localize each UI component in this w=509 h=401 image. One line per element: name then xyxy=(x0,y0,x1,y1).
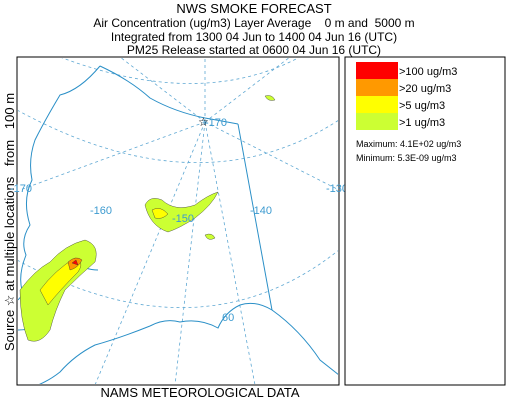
source-marker: ☆ xyxy=(198,115,209,129)
map: ☆ -170 -170 -160 -150 -140 -130 60 xyxy=(10,56,348,386)
footer: NAMS METEOROLOGICAL DATA xyxy=(100,385,299,400)
grid-label: -160 xyxy=(90,205,112,217)
legend-label: >1 ug/m3 xyxy=(399,117,445,129)
subtitle: Air Concentration (ug/m3) Layer Average … xyxy=(93,16,414,30)
legend: Maximum: 4.1E+02 ug/m3 Minimum: 5.3E-09 … xyxy=(344,56,506,386)
graticule xyxy=(18,58,338,384)
side-label: Source ☆ at multiple locations from 100 … xyxy=(2,93,17,351)
legend-label: >5 ug/m3 xyxy=(399,100,445,112)
legend-swatch xyxy=(356,96,398,113)
subtitle: Integrated from 1300 04 Jun to 1400 04 J… xyxy=(111,30,397,44)
grid-label: -140 xyxy=(250,205,272,217)
maximum: Maximum: 4.1E+02 ug/m3 xyxy=(356,139,461,149)
legend-swatch xyxy=(356,113,398,130)
legend-swatch xyxy=(356,62,398,79)
grid-label: -150 xyxy=(172,213,194,225)
smoke-plume xyxy=(19,95,276,342)
grid-label: -130 xyxy=(326,183,348,195)
legend-label: >20 ug/m3 xyxy=(399,83,451,95)
minimum: Minimum: 5.3E-09 ug/m3 xyxy=(356,153,457,163)
subtitle: PM25 Release started at 0600 04 Jun 16 (… xyxy=(127,43,381,57)
grid-label: 60 xyxy=(222,312,234,324)
grid-label: -170 xyxy=(10,183,32,195)
legend-label: >100 ug/m3 xyxy=(399,66,457,78)
legend-swatch xyxy=(356,79,398,96)
title: NWS SMOKE FORECAST xyxy=(176,1,331,16)
grid-label: -170 xyxy=(205,117,227,129)
